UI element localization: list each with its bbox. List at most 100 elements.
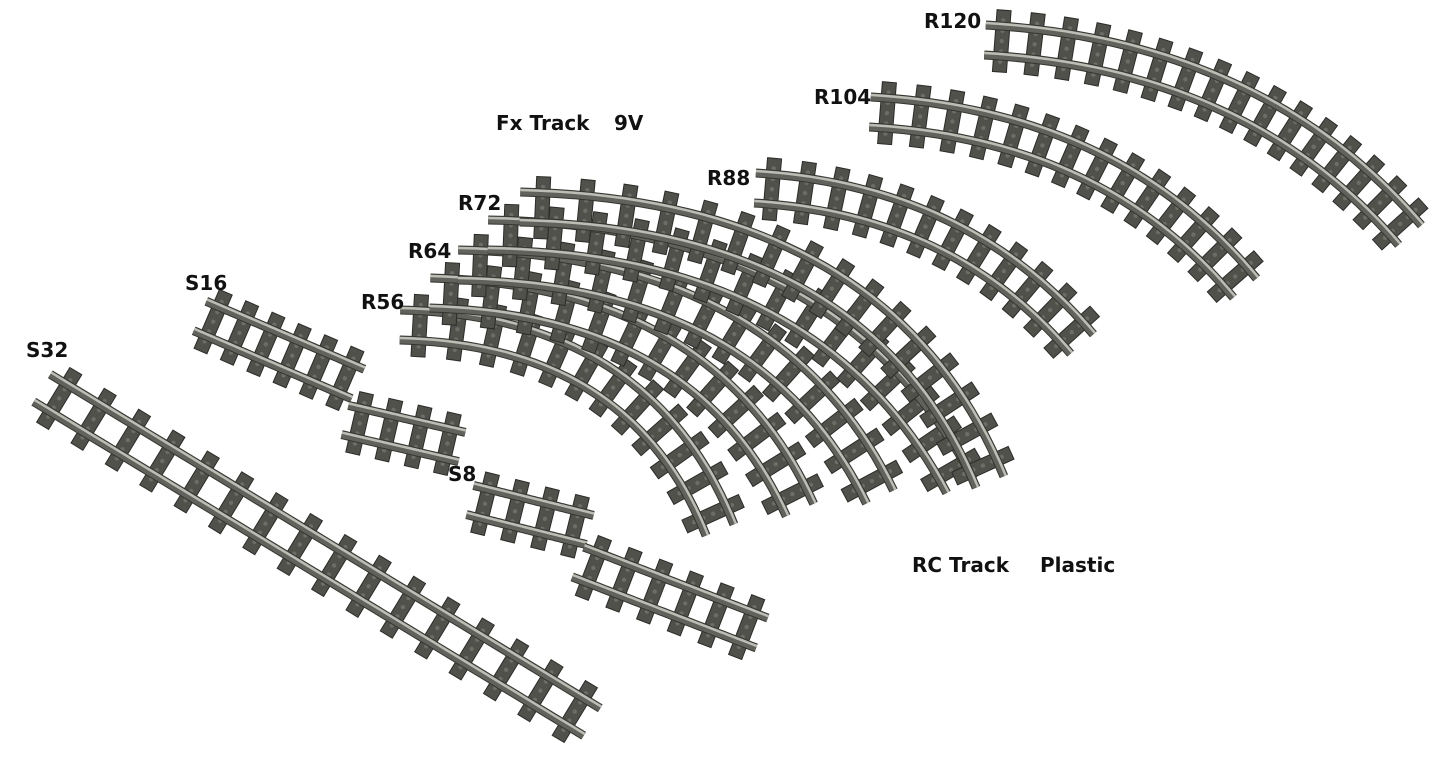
label-s32: S32 <box>26 338 68 362</box>
tie-stud <box>1025 287 1030 292</box>
tie-stud <box>1064 46 1069 51</box>
tie-stud <box>947 402 952 408</box>
tie-stud <box>885 382 890 387</box>
tie-stud <box>585 188 590 193</box>
tie-stud <box>976 252 981 257</box>
tie-stud <box>695 480 700 486</box>
tie-stud <box>1001 269 1006 274</box>
rail-top <box>754 199 1074 354</box>
rail <box>868 123 1237 300</box>
label-s8: S8 <box>448 462 476 486</box>
tie-stud <box>584 368 589 373</box>
rail <box>457 276 870 506</box>
tie-stud <box>652 589 657 594</box>
tie-stud <box>1356 180 1362 185</box>
tie-stud <box>418 302 424 308</box>
rail <box>985 21 1425 228</box>
tie-stud <box>884 110 890 116</box>
tie-stud <box>1032 42 1037 47</box>
tie-stud <box>357 421 362 426</box>
tie-stud <box>657 348 663 353</box>
tie-stud <box>1125 59 1131 64</box>
tie-stud <box>702 315 707 320</box>
rail <box>204 298 366 373</box>
tie-stud <box>733 409 738 414</box>
tie-stud <box>800 269 805 274</box>
tie-stud <box>583 208 588 213</box>
tie-stud <box>560 271 566 277</box>
tie-stud <box>1311 144 1316 149</box>
tie-stud <box>657 427 662 433</box>
tie-stud <box>1233 274 1238 279</box>
tie-stud <box>1191 232 1196 237</box>
tie-stud <box>950 237 955 242</box>
tie-stud <box>1398 221 1403 227</box>
rail <box>519 218 980 490</box>
tie-stud <box>683 601 688 606</box>
tie-stud <box>633 248 639 253</box>
rail <box>48 371 603 712</box>
rail <box>983 51 1402 248</box>
rail-top <box>399 336 710 536</box>
tie-stud <box>981 125 986 131</box>
tie-stud <box>906 350 911 355</box>
tie-stud <box>754 434 759 439</box>
tie-stud <box>669 301 675 306</box>
tie-stud <box>1095 52 1100 57</box>
tie-stud <box>512 509 518 514</box>
tie-stud <box>732 331 737 337</box>
tie-stud <box>386 427 392 433</box>
tie-stud <box>671 257 677 262</box>
tie-stud <box>540 205 545 210</box>
tie-stud <box>894 213 900 218</box>
tie-stud <box>477 284 482 289</box>
tie-stud <box>572 709 577 714</box>
rail-top <box>869 123 1236 298</box>
tie-stud <box>263 521 268 526</box>
track-s8 <box>465 471 595 559</box>
rail <box>755 169 1097 337</box>
tie-stud <box>400 605 406 610</box>
tie-stud <box>508 233 513 238</box>
tie-stud <box>980 463 986 468</box>
tie-stud <box>663 220 668 226</box>
tie-stud <box>700 229 705 235</box>
tie-stud <box>1048 307 1053 313</box>
tie-stud <box>908 408 913 413</box>
tie-stud <box>773 462 778 467</box>
rail <box>487 246 950 495</box>
tie-stud <box>1154 67 1160 73</box>
tie-stud <box>635 405 640 410</box>
track-s8-b <box>570 534 770 661</box>
tie-stud <box>802 190 808 196</box>
tie-stud <box>541 184 546 190</box>
tie-stud <box>263 342 268 347</box>
track-s16 <box>191 288 367 412</box>
tie-stud <box>635 289 640 294</box>
tie-stud <box>713 613 719 618</box>
rail-top <box>194 327 353 399</box>
label-r56: R56 <box>361 290 404 314</box>
tie-stud <box>834 196 839 201</box>
rail-top <box>34 398 586 736</box>
tie-stud <box>1183 77 1188 82</box>
rail-top <box>572 573 758 648</box>
tie-stud <box>860 357 866 363</box>
rail <box>31 398 586 739</box>
rail-top <box>755 169 1096 334</box>
tie-stud <box>1237 100 1242 105</box>
label-r72: R72 <box>458 191 501 215</box>
caption-plastic: Plastic <box>1040 553 1115 577</box>
tie-stud <box>869 478 875 484</box>
tie-stud <box>628 333 633 338</box>
tie-stud <box>886 90 891 95</box>
rail-top <box>984 51 1402 245</box>
track-r120 <box>983 9 1429 251</box>
rail-top <box>487 246 950 493</box>
rail <box>400 306 738 526</box>
tie-stud <box>685 366 690 371</box>
tie-stud <box>865 204 870 209</box>
track-r104 <box>868 81 1264 304</box>
rail-top <box>519 218 980 488</box>
